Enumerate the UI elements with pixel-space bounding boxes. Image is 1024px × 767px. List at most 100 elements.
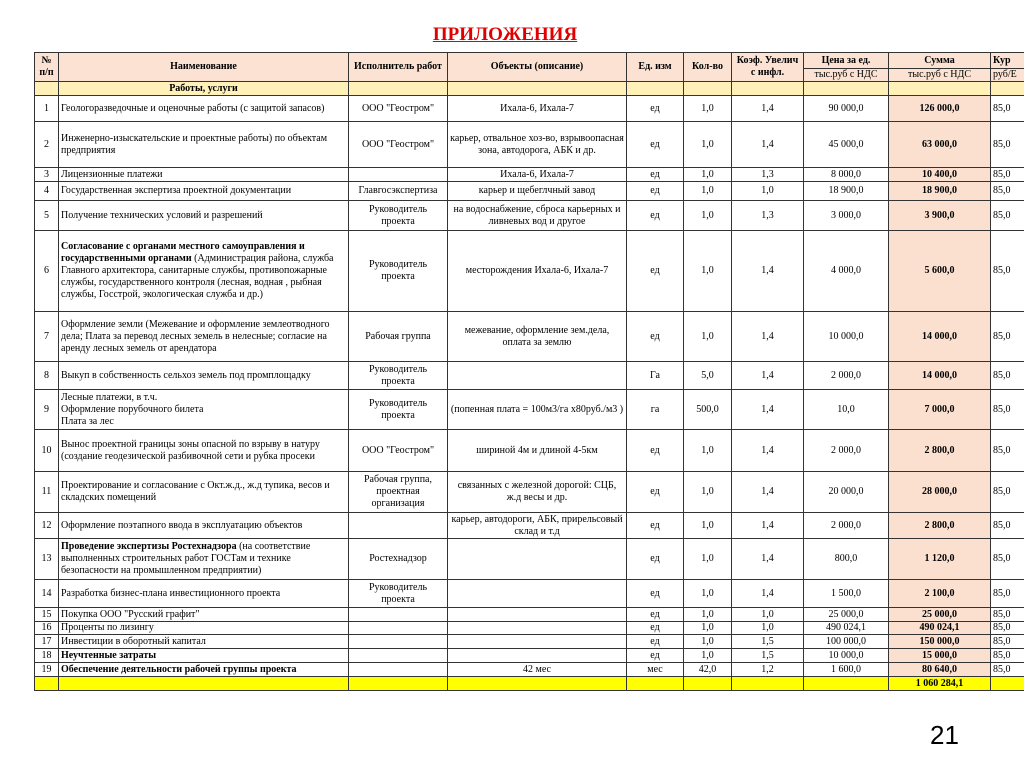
row-objects [447, 634, 627, 649]
header-executor: Исполнитель работ [348, 52, 448, 82]
row-qty: 5,0 [683, 361, 732, 390]
row-sum: 7 000,0 [888, 389, 991, 430]
row-qty: 1,0 [683, 621, 732, 635]
row-executor [348, 167, 448, 182]
row-unit: ед [626, 538, 684, 580]
row-executor [348, 607, 448, 622]
row-coef: 1,2 [731, 662, 804, 677]
row-sum: 1 120,0 [888, 538, 991, 580]
row-name-text: Выкуп в собственность сельхоз земель под… [61, 369, 311, 381]
row-name-text: Получение технических условий и разрешен… [61, 209, 263, 221]
row-executor [348, 621, 448, 635]
row-rate: 85,0 [990, 95, 1024, 122]
row-unit: ед [626, 230, 684, 312]
row-number: 19 [34, 662, 59, 677]
row-qty: 1,0 [683, 230, 732, 312]
row-qty: 1,0 [683, 607, 732, 622]
row-executor [348, 634, 448, 649]
row-rate: 85,0 [990, 634, 1024, 649]
row-price: 20 000,0 [803, 471, 889, 513]
row-coef: 1,4 [731, 471, 804, 513]
row-coef: 1,4 [731, 389, 804, 430]
row-rate: 85,0 [990, 167, 1024, 182]
row-sum: 18 900,0 [888, 181, 991, 201]
row-executor: ООО "Геостром" [348, 95, 448, 122]
row-objects: карьер, отвальное хоз-во, взрывоопасная … [447, 121, 627, 168]
section-row: Работы, услуги [34, 81, 1024, 96]
row-unit: ед [626, 167, 684, 182]
row-number: 5 [34, 200, 59, 231]
table-row: 2 Инженерно-изыскательские и проектные ра… [34, 121, 1024, 168]
row-executor: Ростехнадзор [348, 538, 448, 580]
row-sum: 150 000,0 [888, 634, 991, 649]
row-number: 13 [34, 538, 59, 580]
total-sum: 1 060 284,1 [888, 676, 991, 691]
row-executor: Руководитель проекта [348, 230, 448, 312]
header-num: № п/п [34, 52, 59, 82]
row-name-text: Инженерно-изыскательские и проектные раб… [61, 132, 328, 156]
row-name: Проценты по лизингу [58, 621, 349, 635]
row-rate: 85,0 [990, 389, 1024, 430]
row-executor: Руководитель проекта [348, 361, 448, 390]
row-unit: ед [626, 471, 684, 513]
row-objects [447, 361, 627, 390]
row-coef: 1,3 [731, 167, 804, 182]
row-name: Инженерно-изыскательские и проектные раб… [58, 121, 349, 168]
row-name-bold: Неучтенные затраты [61, 649, 157, 661]
row-unit: ед [626, 181, 684, 201]
total-cell [803, 676, 889, 691]
row-coef: 1,5 [731, 648, 804, 663]
table-row: 9 Лесные платежи, в т.ч. Оформление поруб… [34, 389, 1024, 430]
row-number: 9 [34, 389, 59, 430]
row-name-text: Вынос проектной границы зоны опасной по … [61, 438, 320, 462]
row-executor: ООО "Геостром" [348, 121, 448, 168]
header-price: Цена за ед. [803, 52, 889, 69]
row-price: 4 000,0 [803, 230, 889, 312]
total-cell [731, 676, 804, 691]
row-number: 18 [34, 648, 59, 663]
row-number: 4 [34, 181, 59, 201]
row-name: Оформление поэтапного ввода в эксплуатац… [58, 512, 349, 539]
table-row: 5 Получение технических условий и разреше… [34, 200, 1024, 231]
header-price-unit: тыс.руб с НДС [803, 68, 889, 82]
row-objects: связанных с железной дорогой: СЦБ, ж.д в… [447, 471, 627, 513]
row-number: 8 [34, 361, 59, 390]
table-row: 1 Геологоразведочные и оценочные работы (… [34, 95, 1024, 122]
row-coef: 1,5 [731, 634, 804, 649]
row-name-text: Инвестиции в оборотный капитал [61, 635, 206, 647]
section-label: Работы, услуги [58, 81, 349, 96]
row-name: Лесные платежи, в т.ч. Оформление порубо… [58, 389, 349, 430]
row-objects [447, 607, 627, 622]
row-name-text: Разработка бизнес-плана инвестиционного … [61, 587, 281, 599]
row-number: 3 [34, 167, 59, 182]
row-sum: 3 900,0 [888, 200, 991, 231]
header-rate-unit: руб/Е [990, 68, 1024, 82]
row-coef: 1,0 [731, 181, 804, 201]
row-objects: Ихала-6, Ихала-7 [447, 167, 627, 182]
row-qty: 1,0 [683, 579, 732, 608]
header-sum: Сумма [888, 52, 991, 69]
header-coef: Коэф. Увелич с инфл. [731, 52, 804, 82]
row-executor: Руководитель проекта [348, 579, 448, 608]
row-name: Обеспечение деятельности рабочей группы … [58, 662, 349, 677]
table-row: 3 Лицензионные платежи Ихала-6, Ихала-7 ед 1… [34, 167, 1024, 182]
row-price: 8 000,0 [803, 167, 889, 182]
table-row: 7 Оформление земли (Межевание и оформлени… [34, 311, 1024, 362]
row-name-bold: Проведение экспертизы Ростехнадзора [61, 541, 237, 552]
row-coef: 1,4 [731, 311, 804, 362]
row-coef: 1,4 [731, 579, 804, 608]
row-price: 1 600,0 [803, 662, 889, 677]
total-cell [348, 676, 448, 691]
row-coef: 1,4 [731, 429, 804, 472]
row-sum: 14 000,0 [888, 361, 991, 390]
row-name-text: Геологоразведочные и оценочные работы (с… [61, 102, 325, 114]
row-unit: ед [626, 634, 684, 649]
table-row: 8 Выкуп в собственность сельхоз земель по… [34, 361, 1024, 390]
row-unit: Га [626, 361, 684, 390]
row-sum: 490 024,1 [888, 621, 991, 635]
header-sum-unit: тыс.руб с НДС [888, 68, 991, 82]
row-qty: 1,0 [683, 95, 732, 122]
row-number: 2 [34, 121, 59, 168]
row-name-text: Проценты по лизингу [61, 622, 154, 634]
row-qty: 42,0 [683, 662, 732, 677]
